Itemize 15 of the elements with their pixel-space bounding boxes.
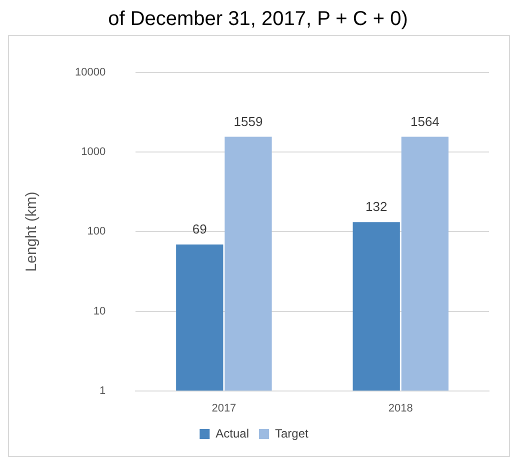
y-tick-label: 1000 <box>81 146 106 158</box>
legend-label: Target <box>275 426 310 440</box>
x-tick-label: 2018 <box>388 402 413 414</box>
data-label: 132 <box>366 199 388 214</box>
y-axis-title: Lenght (km) <box>23 192 40 272</box>
y-tick-label: 10 <box>93 305 106 318</box>
data-label: 1559 <box>234 114 263 129</box>
chart-title: of December 31, 2017, P + C + 0) <box>107 8 409 31</box>
y-tick-label: 10000 <box>74 66 106 79</box>
data-label: 1564 <box>410 114 440 129</box>
data-label: 69 <box>192 222 207 237</box>
y-tick-label: 1 <box>99 384 106 397</box>
x-tick-label: 2017 <box>212 402 236 414</box>
legend-label: Actual <box>216 426 250 440</box>
y-tick-label: 100 <box>87 226 106 238</box>
